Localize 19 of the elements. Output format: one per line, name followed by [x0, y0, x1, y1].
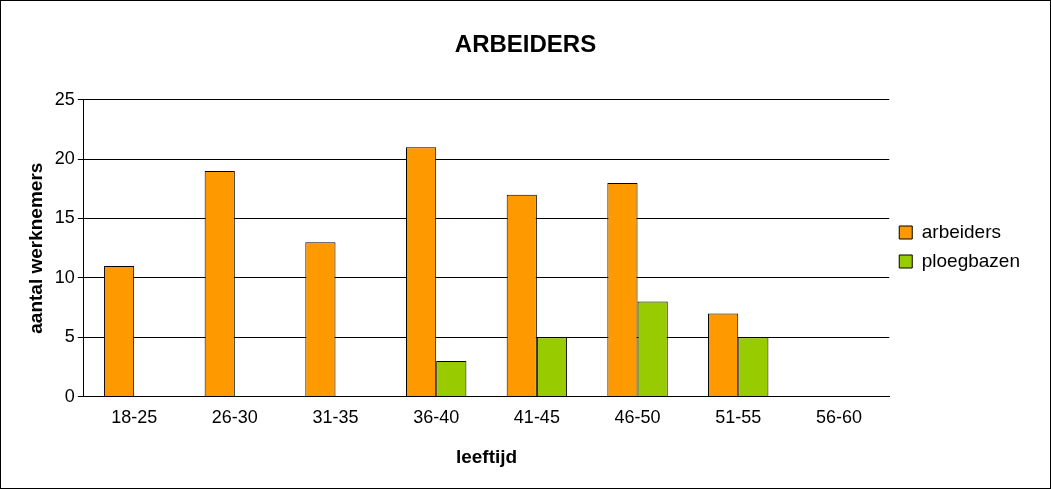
chart-title: ARBEIDERS: [454, 30, 597, 58]
x-axis-title: leeftijd: [455, 445, 518, 467]
y-axis-title: aantal werknemers: [24, 162, 46, 334]
x-tick-label: 41-45: [513, 407, 560, 428]
x-tick-label: 51-55: [715, 407, 762, 428]
y-tick-label: 15: [54, 207, 75, 228]
legend-label: arbeiders: [921, 220, 1001, 242]
legend-label: ploegbazen: [921, 249, 1021, 271]
x-tick-label: 31-35: [312, 407, 359, 428]
y-tick-label: 20: [54, 148, 75, 169]
x-tick-label: 46-50: [614, 407, 661, 428]
x-tick-label: 26-30: [211, 407, 258, 428]
y-tick-label: 25: [54, 88, 75, 109]
y-tick-label: 0: [64, 385, 75, 406]
x-tick-label: 56-60: [815, 407, 862, 428]
y-tick-label: 10: [54, 266, 75, 287]
x-tick-label: 18-25: [111, 407, 158, 428]
x-tick-label: 36-40: [413, 407, 460, 428]
y-tick-label: 5: [64, 326, 75, 347]
